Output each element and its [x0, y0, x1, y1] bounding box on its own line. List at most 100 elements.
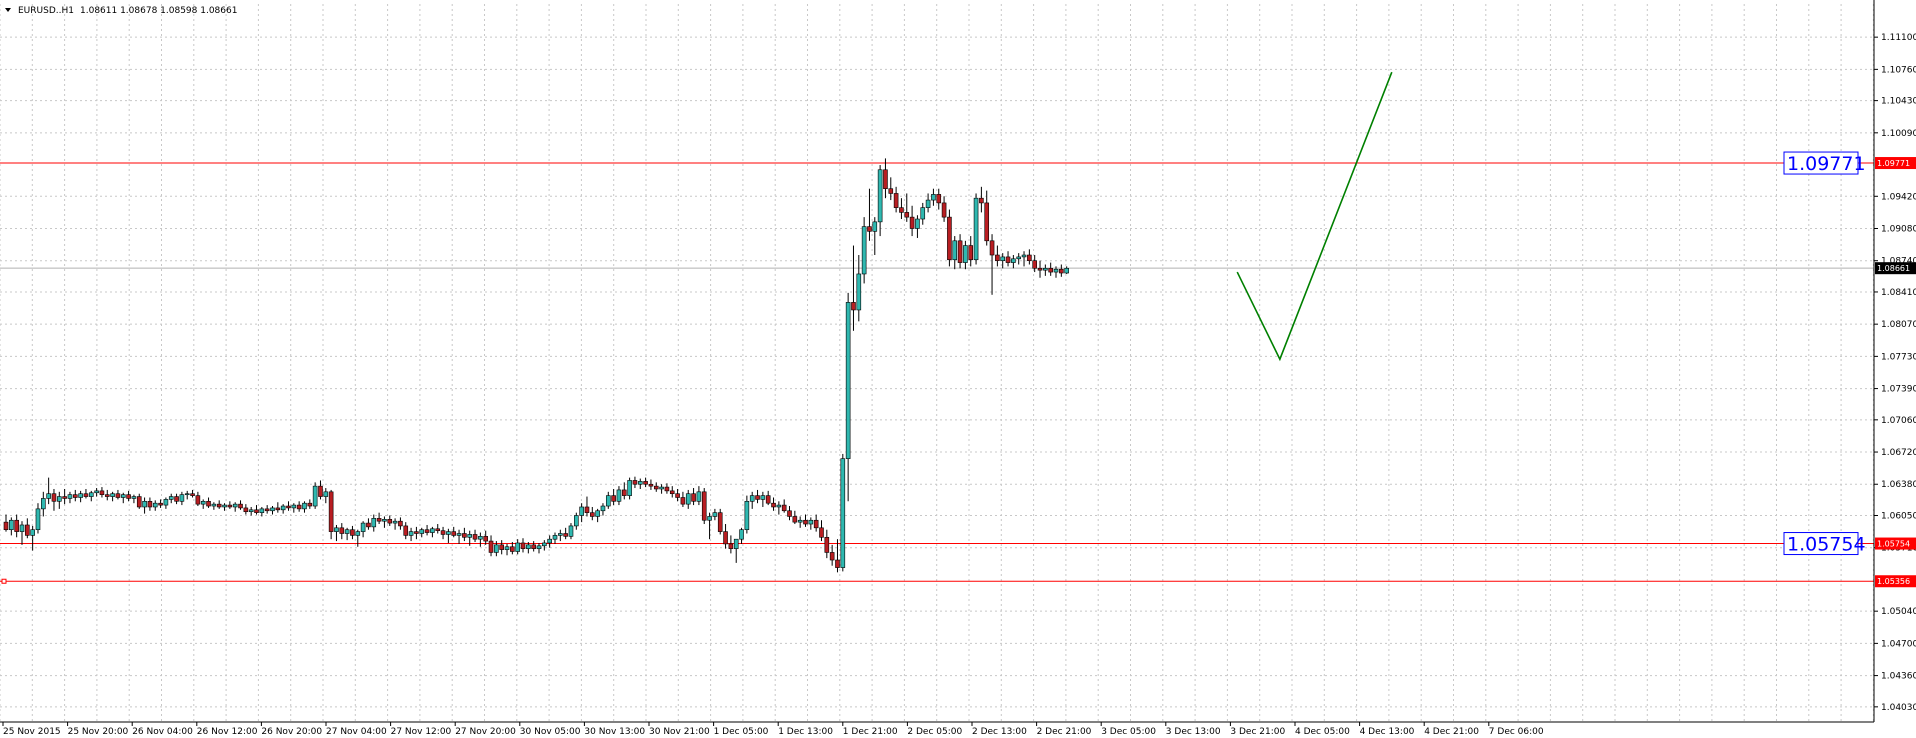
current-price-tag: [1875, 262, 1916, 275]
candle: [675, 488, 680, 502]
x-tick-label: 27 Nov 04:00: [326, 727, 387, 737]
candle: [728, 535, 734, 554]
candle-body: [110, 493, 115, 497]
candle: [659, 484, 664, 494]
candle: [648, 479, 654, 490]
x-tick-label: 4 Dec 05:00: [1295, 727, 1350, 737]
candle-body: [259, 508, 265, 513]
candle-body: [621, 489, 627, 496]
candle-body: [318, 485, 323, 497]
level-anchor-marker[interactable]: [1, 578, 7, 584]
candle: [62, 488, 67, 505]
candle: [387, 515, 393, 526]
candle-body: [158, 502, 163, 506]
candle-body: [1000, 256, 1006, 261]
candle-body: [968, 245, 974, 261]
candle-body: [131, 496, 137, 499]
candle-body: [840, 458, 846, 568]
candle-body: [179, 494, 185, 502]
candle-body: [163, 499, 169, 506]
candle-body: [1037, 267, 1043, 271]
candle: [302, 501, 307, 513]
candle: [14, 514, 19, 538]
candle-body: [328, 491, 334, 532]
candle-body: [648, 483, 654, 487]
candle: [760, 491, 766, 507]
candle: [126, 490, 131, 502]
candle: [877, 165, 883, 237]
chart-header: EURUSD..H1 1.08611 1.08678 1.08598 1.086…: [5, 6, 237, 16]
candle: [104, 489, 110, 501]
level-label-box: [1783, 151, 1859, 175]
projection-line[interactable]: [1236, 71, 1393, 362]
x-tick-label: 25 Nov 2015: [3, 727, 61, 737]
candle-body: [403, 525, 409, 536]
candle: [152, 500, 158, 511]
candle: [691, 488, 696, 506]
candle: [392, 518, 398, 530]
candle: [589, 506, 595, 521]
y-tick-label: 1.04360: [1881, 672, 1916, 682]
y-tick-label: 1.06720: [1881, 448, 1916, 458]
candle: [227, 501, 233, 509]
candle: [669, 486, 675, 498]
candle-body: [499, 544, 504, 550]
candle-body: [584, 506, 590, 513]
ohlc-values: 1.08611 1.08678 1.08598 1.08661: [80, 6, 237, 16]
candle: [371, 514, 377, 532]
candle-body: [579, 506, 584, 516]
level-price-tag: [1875, 157, 1916, 170]
level-label: 1.09771: [1787, 153, 1866, 175]
candle-body: [728, 543, 734, 549]
candle-body: [142, 500, 147, 508]
candle-body: [222, 504, 227, 508]
candle-body: [83, 493, 89, 497]
x-tick-label: 2 Dec 13:00: [972, 727, 1027, 737]
candle-body: [1011, 258, 1016, 263]
x-tick-label: 1 Dec 13:00: [778, 727, 833, 737]
candle-body: [637, 481, 643, 485]
candle-body: [30, 529, 35, 536]
candle: [142, 497, 147, 514]
candle: [94, 488, 99, 497]
candle-body: [909, 216, 915, 229]
candle: [424, 524, 430, 536]
x-tick-label: 3 Dec 13:00: [1166, 727, 1221, 737]
candle-body: [1059, 268, 1064, 274]
candle: [968, 236, 974, 267]
candle-body: [307, 502, 313, 507]
candle: [19, 521, 25, 545]
candle-body: [915, 218, 920, 229]
x-tick-label: 30 Nov 21:00: [649, 727, 710, 737]
candle: [99, 487, 105, 498]
candle: [542, 540, 547, 551]
candle: [632, 476, 638, 489]
candle: [211, 502, 217, 510]
y-tick-label: 1.06050: [1881, 512, 1916, 522]
candle-body: [563, 533, 568, 537]
candle: [216, 500, 222, 509]
candle-body: [952, 240, 958, 261]
y-tick-label: 1.11100: [1881, 33, 1916, 43]
candle: [430, 526, 435, 538]
candle: [307, 499, 313, 509]
candle-body: [659, 486, 664, 490]
candle: [110, 491, 115, 502]
candle-body: [147, 500, 153, 508]
candle-body: [1043, 267, 1048, 271]
candle: [765, 490, 771, 506]
candle-body: [41, 498, 46, 510]
candle: [483, 530, 489, 545]
grid: [0, 4, 1874, 722]
candle-body: [707, 516, 712, 521]
candle: [334, 524, 339, 542]
candle-body: [296, 504, 302, 510]
candle-body: [339, 527, 345, 534]
candle: [845, 292, 851, 502]
candle: [56, 491, 62, 509]
candle: [637, 478, 643, 489]
candle: [808, 517, 814, 530]
dropdown-triangle-icon[interactable]: [5, 8, 11, 12]
